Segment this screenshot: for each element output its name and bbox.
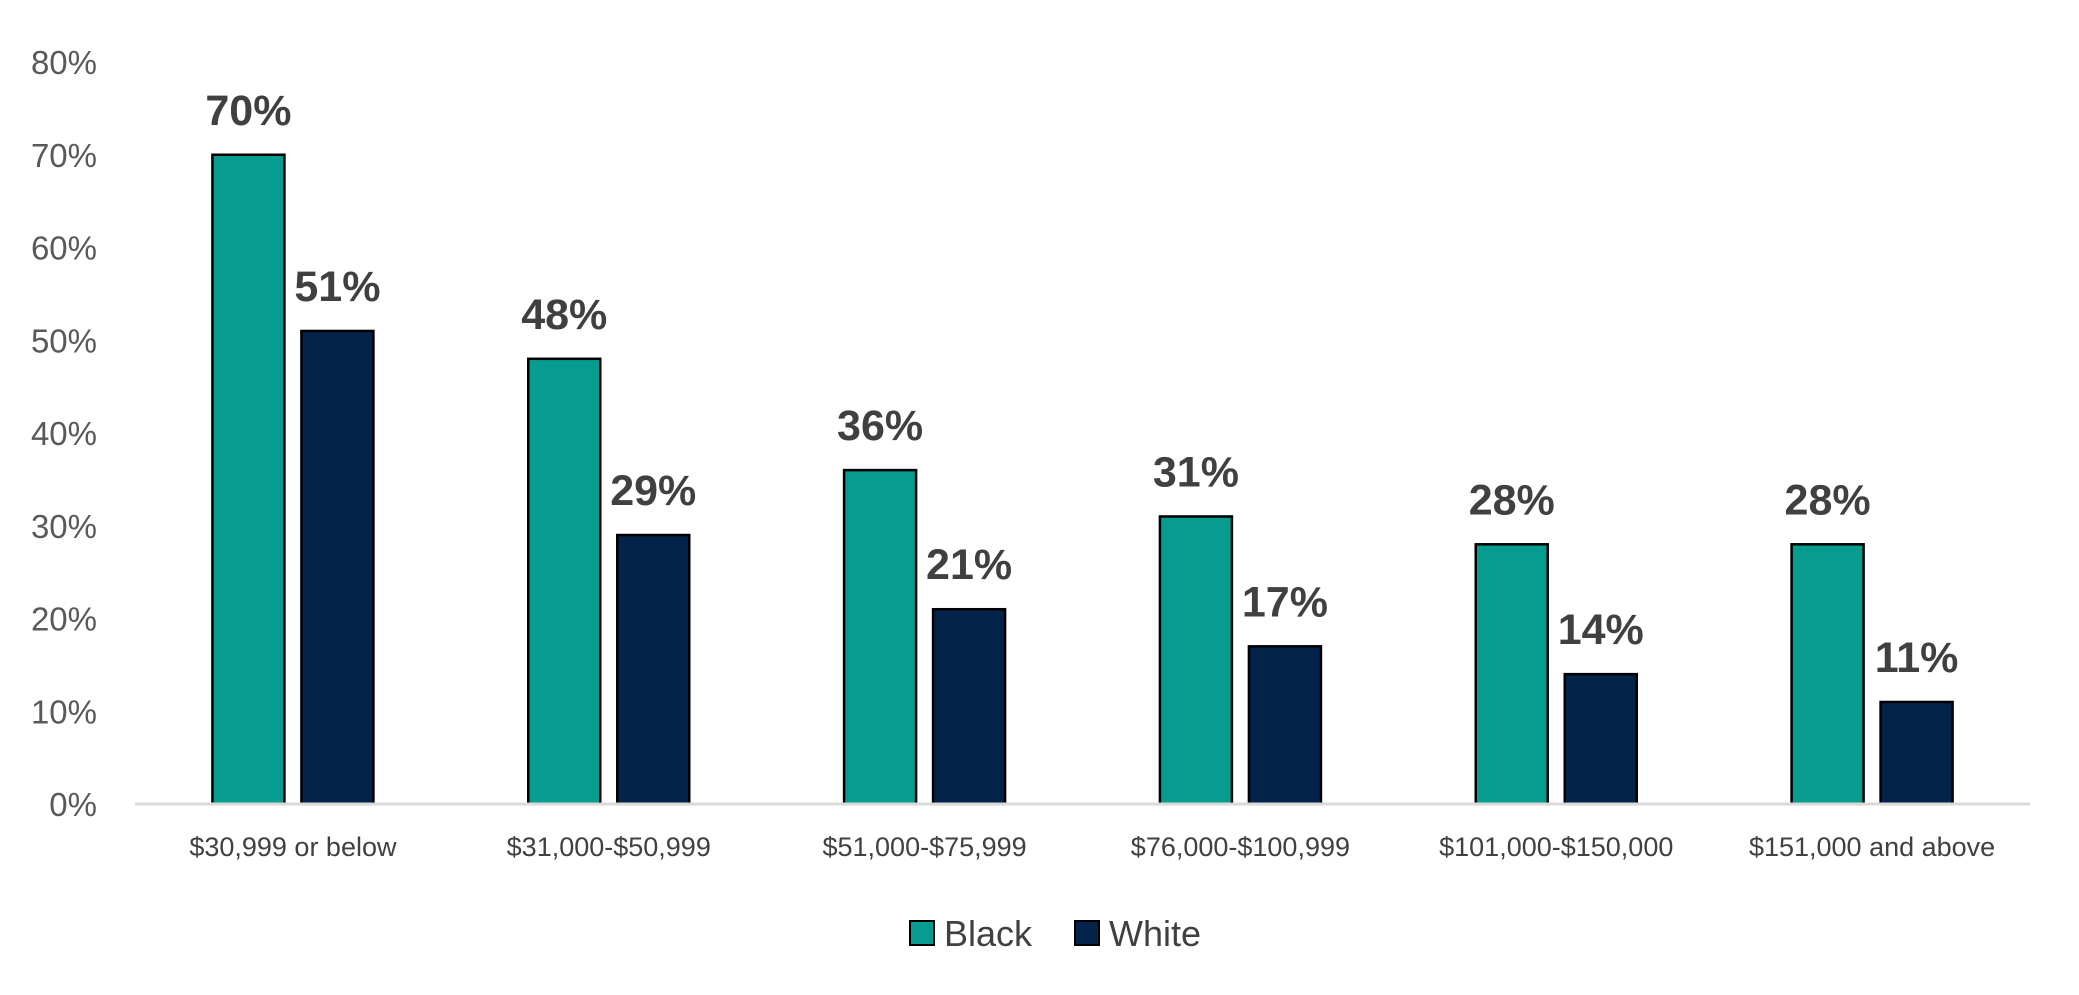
bar-white (1247, 645, 1323, 806)
bar-black (1474, 543, 1549, 806)
data-label: 17% (1242, 578, 1328, 626)
bar-white (300, 329, 375, 806)
data-label: 29% (610, 467, 696, 515)
data-label: 11% (1875, 634, 1959, 682)
y-tick-label: 60% (31, 230, 97, 267)
data-label: 28% (1469, 476, 1555, 524)
data-label: 21% (926, 541, 1012, 589)
bar-white (1879, 700, 1954, 806)
legend: Black White (909, 913, 1201, 954)
y-tick-label: 40% (31, 415, 97, 452)
bar-black (1790, 543, 1865, 806)
data-label: 14% (1558, 606, 1644, 654)
bar-white (1563, 672, 1638, 806)
data-label: 36% (837, 402, 923, 450)
y-tick-label: 0% (49, 786, 97, 823)
y-axis-tick-labels: 0% 10% 20% 30% 40% 50% 60% 70% 80% (31, 44, 97, 823)
data-label: 48% (521, 291, 607, 339)
bar-white (931, 607, 1007, 806)
legend-swatch-white (1074, 920, 1100, 946)
data-label: 31% (1153, 448, 1239, 496)
bar-black (211, 153, 286, 806)
y-tick-label: 10% (31, 693, 97, 730)
x-category-label: $31,000-$50,999 (507, 832, 711, 862)
bar-black (527, 357, 602, 806)
data-labels-group: 70% 51% 48% 29% 36% 21% 31% 17% 28% 14% 28% 11% (205, 87, 1958, 682)
y-tick-label: 30% (31, 508, 97, 545)
x-category-label: $151,000 and above (1749, 832, 1995, 862)
x-category-label: $101,000-$150,000 (1439, 832, 1673, 862)
y-tick-label: 80% (31, 44, 97, 81)
legend-label-black: Black (944, 913, 1033, 954)
x-category-label: $51,000-$75,999 (822, 832, 1026, 862)
x-category-label: $76,000-$100,999 (1131, 832, 1350, 862)
data-label: 70% (205, 87, 291, 135)
legend-label-white: White (1109, 913, 1201, 954)
data-label: 28% (1785, 476, 1871, 524)
legend-swatch-black (909, 920, 935, 946)
x-axis-category-labels: $30,999 or below $31,000-$50,999 $51,000-$… (189, 832, 1995, 862)
x-category-label: $30,999 or below (189, 832, 397, 862)
bar-black (842, 468, 918, 806)
y-tick-label: 70% (31, 137, 97, 174)
y-tick-label: 20% (31, 601, 97, 638)
bar-white (616, 533, 691, 806)
bars-group (211, 153, 1954, 806)
bar-black (1158, 515, 1234, 806)
data-label: 51% (294, 263, 380, 311)
y-tick-label: 50% (31, 322, 97, 359)
